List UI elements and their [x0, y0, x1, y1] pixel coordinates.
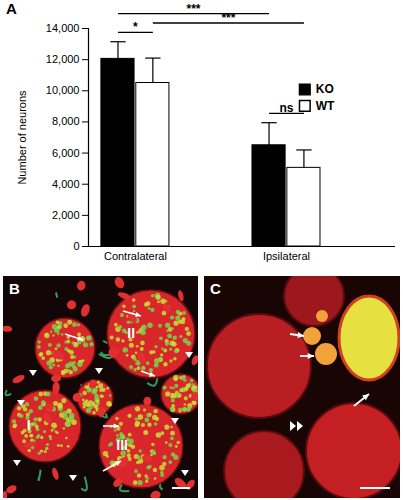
svg-text:8,000: 8,000: [52, 115, 80, 127]
svg-text:Contralateral: Contralateral: [104, 250, 167, 262]
svg-text:I: I: [27, 417, 31, 433]
svg-text:*: *: [133, 20, 138, 34]
svg-text:C: C: [210, 280, 221, 297]
svg-text:0: 0: [73, 240, 79, 252]
svg-text:Ipsilateral: Ipsilateral: [263, 250, 310, 262]
svg-text:WT: WT: [316, 99, 335, 113]
svg-text:12,000: 12,000: [46, 53, 80, 65]
svg-text:4,000: 4,000: [52, 178, 80, 190]
svg-text:III: III: [116, 437, 128, 453]
svg-text:ns: ns: [279, 101, 293, 115]
svg-text:II: II: [127, 325, 135, 341]
svg-text:***: ***: [221, 11, 235, 25]
svg-text:10,000: 10,000: [46, 84, 80, 96]
svg-text:14,000: 14,000: [46, 22, 80, 34]
svg-text:6,000: 6,000: [52, 147, 80, 159]
svg-text:2,000: 2,000: [52, 209, 80, 221]
svg-text:***: ***: [187, 2, 201, 16]
html-text:A: A: [6, 0, 17, 17]
svg-text:KO: KO: [316, 82, 334, 96]
svg-text:Number of neurons: Number of neurons: [16, 90, 28, 185]
svg-text:B: B: [9, 280, 20, 297]
